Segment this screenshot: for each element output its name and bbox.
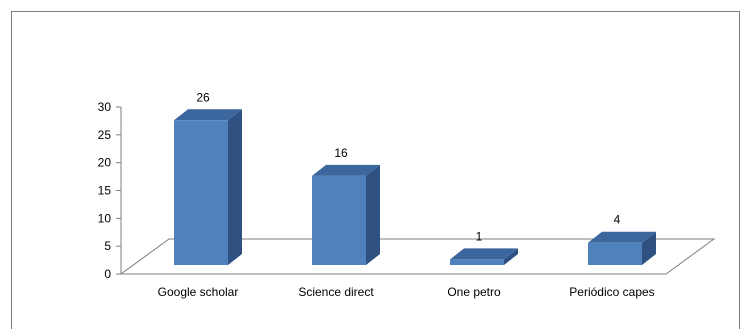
data-label: 4 [614,213,621,227]
bar [450,259,504,265]
bar-top [588,231,656,243]
data-label: 26 [196,90,210,104]
bar-side [228,109,242,266]
bar [588,242,642,265]
y-tick-label: 30 [98,100,112,114]
bar [174,120,228,266]
bar-side [642,231,656,265]
y-tick-label: 0 [104,267,111,281]
y-tick-label: 5 [104,239,111,253]
data-label: 16 [334,146,348,160]
x-category-label: One petro [447,285,501,299]
x-category-label: Periódico capes [569,285,654,299]
bar [312,175,366,265]
bar-side [366,164,380,265]
x-category-label: Google scholar [158,285,239,299]
bar-top [450,248,518,260]
x-category-label: Science direct [298,285,374,299]
y-tick-label: 15 [98,184,112,198]
y-tick-label: 25 [98,128,112,142]
bar-top [174,109,242,121]
bar-side [504,248,518,265]
bar-top [312,164,380,176]
chart-floor [119,238,716,275]
data-label: 1 [476,229,483,243]
y-tick-label: 20 [98,156,112,170]
y-tick-label: 10 [98,211,112,225]
